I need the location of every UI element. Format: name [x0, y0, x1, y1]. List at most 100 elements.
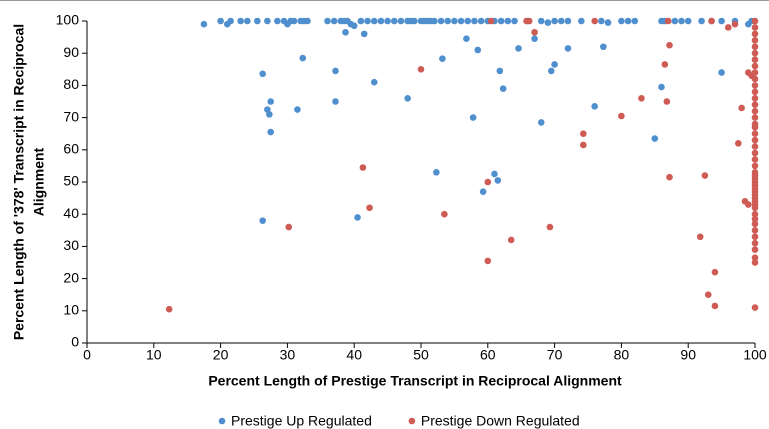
- point: [618, 112, 625, 120]
- point: [264, 17, 271, 25]
- point: [377, 17, 385, 25]
- point: [487, 17, 495, 25]
- legend-marker: [408, 417, 416, 425]
- point: [604, 19, 612, 26]
- point: [651, 135, 659, 142]
- y-axis-title: Alignment: [31, 147, 47, 216]
- point: [751, 75, 759, 83]
- point: [474, 46, 482, 54]
- point: [624, 17, 632, 25]
- point: [200, 20, 208, 28]
- point: [274, 17, 281, 25]
- x-tick-label: 40: [346, 347, 362, 363]
- point: [551, 61, 558, 68]
- y-tick-label: 30: [63, 237, 79, 253]
- x-tick-label: 60: [480, 347, 496, 363]
- point: [332, 98, 339, 105]
- y-tick-label: 60: [63, 141, 79, 157]
- point: [496, 67, 504, 75]
- point: [618, 17, 625, 25]
- x-tick-label: 0: [83, 347, 91, 363]
- point: [439, 55, 446, 62]
- point: [724, 24, 732, 31]
- point: [751, 17, 759, 25]
- y-tick-label: 80: [63, 76, 79, 92]
- point: [294, 106, 301, 113]
- point: [751, 143, 759, 150]
- point: [751, 254, 759, 261]
- point: [433, 169, 440, 176]
- point: [484, 178, 492, 186]
- point: [165, 305, 173, 313]
- legend-label: Prestige Down Regulated: [421, 413, 580, 429]
- point: [666, 173, 673, 181]
- point: [330, 17, 338, 25]
- y-tick-label: 0: [71, 334, 79, 350]
- point: [285, 223, 293, 231]
- point: [342, 28, 349, 36]
- point: [304, 17, 311, 25]
- point: [417, 66, 425, 73]
- point: [631, 17, 639, 25]
- y-tick-label: 100: [56, 12, 80, 28]
- point: [751, 30, 759, 38]
- point: [751, 162, 759, 170]
- point: [671, 17, 679, 25]
- y-tick-label: 90: [63, 44, 79, 60]
- point: [745, 201, 752, 208]
- point: [698, 17, 705, 25]
- point: [531, 28, 538, 36]
- point: [751, 156, 759, 163]
- point: [718, 69, 725, 76]
- point: [544, 19, 552, 26]
- point: [638, 94, 645, 102]
- point: [494, 177, 502, 184]
- point: [751, 210, 759, 218]
- point: [441, 210, 448, 218]
- y-tick-label: 20: [63, 269, 79, 285]
- point: [464, 17, 472, 25]
- point: [551, 17, 558, 25]
- point: [751, 233, 759, 241]
- point: [751, 227, 759, 234]
- point: [366, 204, 373, 212]
- point: [751, 149, 759, 157]
- point: [499, 85, 507, 92]
- point: [507, 236, 515, 244]
- point: [751, 114, 759, 121]
- x-tick-label: 20: [213, 347, 229, 363]
- point: [751, 56, 759, 63]
- point: [751, 88, 759, 96]
- point: [666, 41, 673, 49]
- point: [745, 69, 752, 76]
- point: [600, 43, 607, 51]
- point: [696, 233, 704, 241]
- legend-marker: [218, 417, 226, 425]
- x-tick-label: 10: [146, 347, 162, 363]
- point: [370, 78, 378, 86]
- point: [751, 94, 759, 102]
- point: [431, 17, 438, 25]
- point: [266, 111, 273, 118]
- point: [537, 17, 545, 25]
- point: [751, 304, 759, 311]
- point: [267, 128, 275, 136]
- point: [463, 35, 470, 43]
- point: [708, 17, 715, 25]
- point: [751, 246, 759, 253]
- point: [267, 98, 275, 105]
- point: [531, 35, 538, 43]
- point: [751, 169, 759, 176]
- point: [751, 120, 759, 128]
- point: [259, 217, 266, 224]
- point: [237, 17, 244, 25]
- point: [350, 22, 358, 30]
- x-tick-label: 70: [547, 347, 563, 363]
- point: [751, 37, 759, 44]
- point: [359, 164, 367, 171]
- point: [751, 215, 759, 223]
- point: [738, 104, 745, 112]
- point: [471, 17, 478, 25]
- point: [546, 223, 554, 231]
- y-tick-label: 70: [63, 108, 79, 124]
